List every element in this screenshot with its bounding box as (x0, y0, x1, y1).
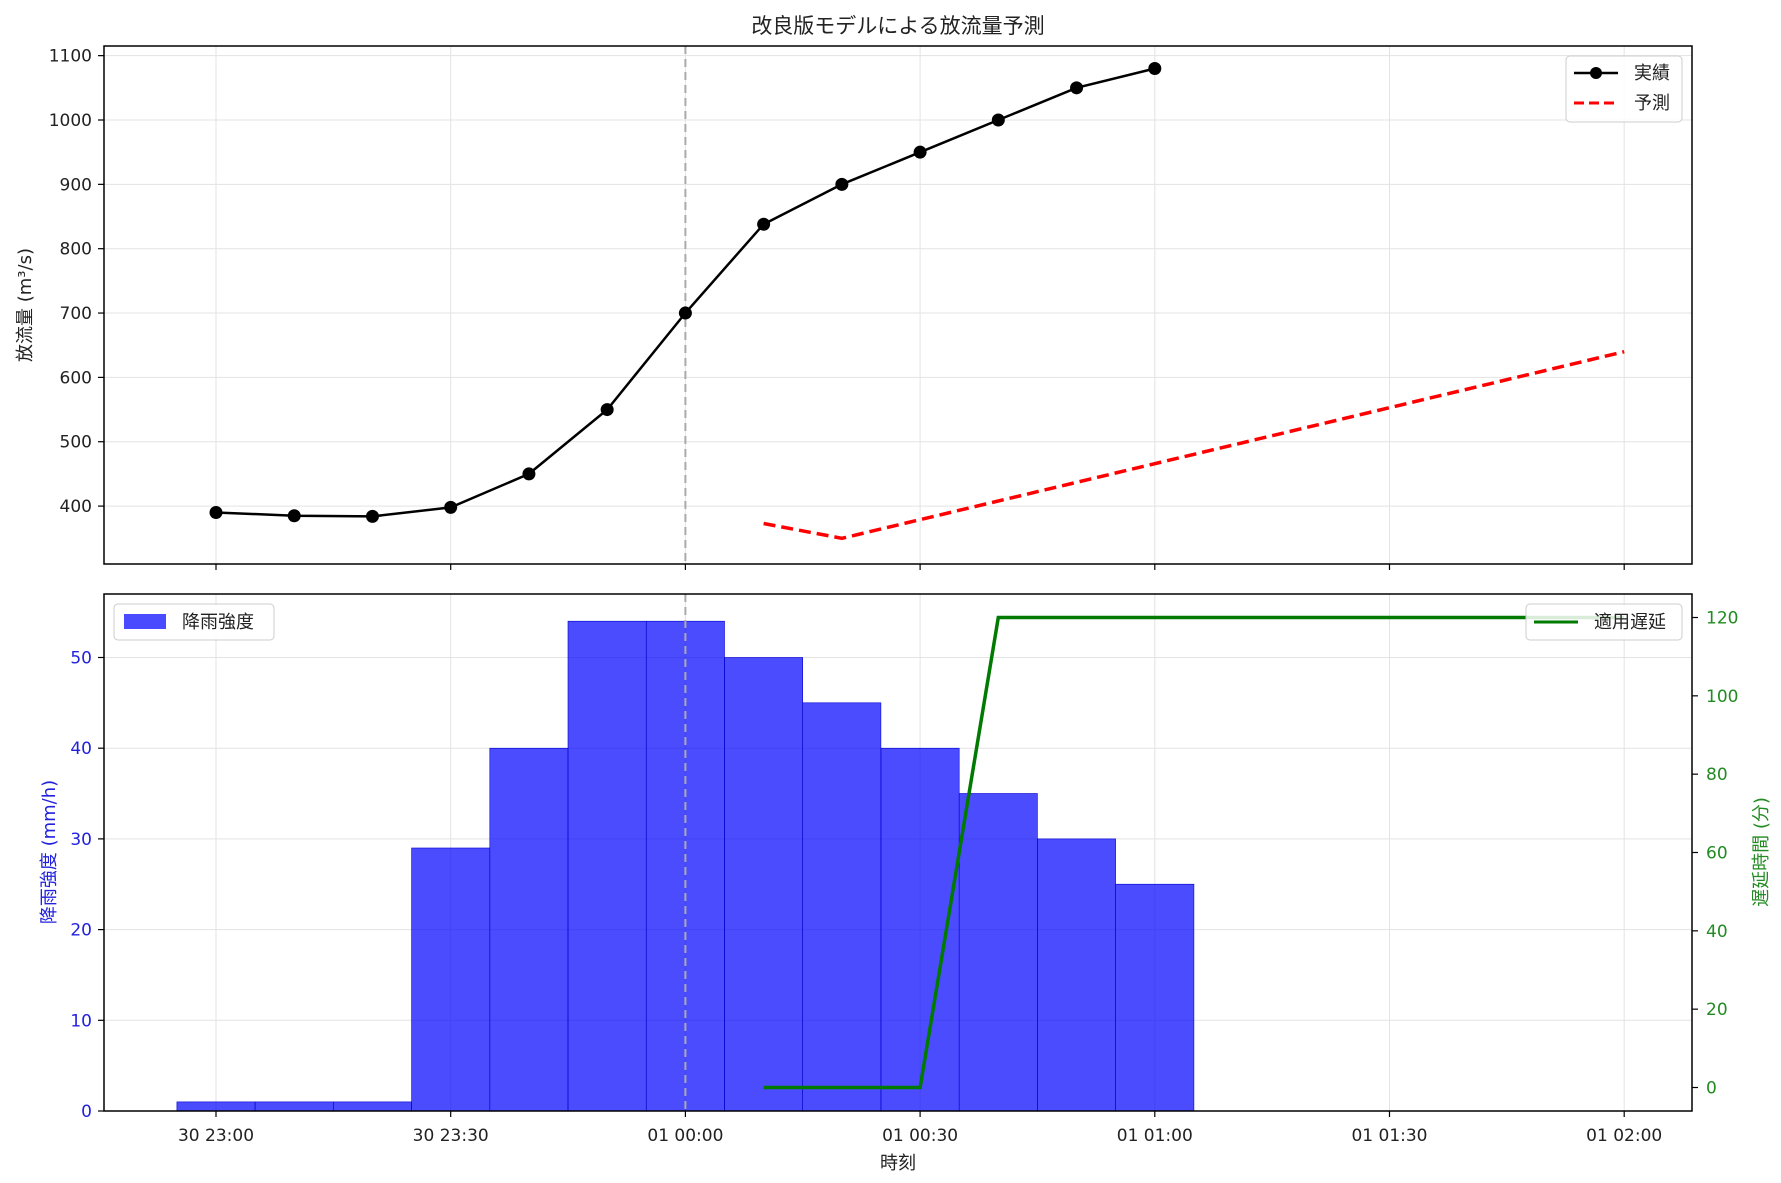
bottom-y-right-tick-label: 120 (1706, 609, 1738, 629)
bottom-y-right-tick-label: 0 (1706, 1079, 1717, 1099)
bottom-y-right-tick-label: 40 (1706, 922, 1728, 942)
top-chart: 400 500 600 700 800 900 1000 1100 改良版モデルによる放流量予… (15, 14, 1693, 570)
top-chart-title: 改良版モデルによる放流量予測 (751, 14, 1044, 38)
actual-discharge-point (365, 509, 379, 523)
legend-rain-swatch (124, 614, 166, 629)
legend-forecast-label: 予測 (1634, 93, 1670, 114)
bottom-y-right-tick-label: 20 (1706, 1000, 1728, 1020)
top-y-tick-label: 900 (60, 175, 92, 195)
bottom-x-tick-label: 30 23:30 (413, 1126, 489, 1146)
actual-discharge-point (835, 177, 849, 191)
actual-discharge-point (757, 217, 771, 231)
rainfall-bar (176, 1101, 256, 1112)
top-y-tick-label: 1000 (49, 111, 92, 131)
rainfall-bar (489, 747, 569, 1112)
rainfall-bar (567, 620, 647, 1112)
rainfall-bar (802, 702, 882, 1112)
rainfall-bar (958, 793, 1038, 1112)
top-series (209, 62, 1625, 541)
rainfall-bar (724, 657, 803, 1112)
top-y-axis-label: 放流量 (m³/s) (15, 248, 36, 362)
top-y-tick-label: 500 (60, 433, 92, 453)
actual-discharge-point (678, 306, 692, 320)
bottom-y-tick-label: 10 (70, 1011, 92, 1031)
bottom-y-right-tick-label: 80 (1706, 765, 1728, 785)
forecast-discharge-line (763, 349, 1625, 541)
actual-discharge-point (1070, 81, 1084, 95)
bottom-legend-right-box (1525, 603, 1683, 641)
bottom-y-right-tick-label: 100 (1706, 687, 1738, 707)
bottom-y-right-tick-label: 60 (1706, 844, 1728, 864)
bottom-y-tick-label: 50 (70, 648, 92, 668)
actual-discharge-point (991, 113, 1005, 127)
bottom-y-axis-label-right: 遅延時間 (分) (1751, 797, 1772, 907)
actual-discharge-point (522, 467, 536, 481)
bottom-x-tick-label: 01 01:30 (1351, 1126, 1427, 1146)
bottom-x-tick-label: 01 00:00 (647, 1126, 723, 1146)
bottom-y-tick-label: 0 (81, 1102, 92, 1122)
bottom-y-ticks-left: 0 10 20 30 40 50 (70, 648, 104, 1122)
actual-discharge-point (913, 145, 927, 159)
top-y-ticks: 400 500 600 700 800 900 1000 1100 (49, 47, 104, 517)
legend-delay-label: 適用遅延 (1594, 612, 1666, 633)
top-legend: 実績 予測 (1565, 55, 1683, 123)
bottom-x-tick-label: 01 02:00 (1586, 1126, 1662, 1146)
applied-delay-line (763, 615, 1625, 1090)
actual-discharge-point (287, 509, 301, 523)
bottom-y-tick-label: 20 (70, 921, 92, 941)
bottom-y-axis-label-left: 降雨強度 (mm/h) (39, 780, 60, 924)
top-plot-frame (103, 45, 1693, 565)
actual-discharge-point (444, 500, 458, 514)
actual-discharge-point (209, 506, 223, 520)
bottom-y-tick-label: 30 (70, 830, 92, 850)
actual-discharge-point (1148, 62, 1162, 76)
rainfall-bar (1115, 883, 1195, 1112)
delay-series (763, 615, 1625, 1090)
legend-actual-label: 実績 (1634, 63, 1670, 84)
top-y-tick-label: 800 (60, 240, 92, 260)
top-y-tick-label: 600 (60, 368, 92, 388)
legend-actual-marker (1590, 67, 1602, 79)
rainfall-bar (332, 1101, 412, 1112)
bottom-x-tick-label: 30 23:00 (178, 1126, 254, 1146)
bottom-legend-left-box (113, 603, 275, 641)
bottom-x-axis-label: 時刻 (880, 1153, 916, 1174)
bottom-x-tick-label: 01 00:30 (882, 1126, 958, 1146)
legend-rain-label: 降雨強度 (182, 612, 254, 633)
bottom-y-tick-label: 40 (70, 739, 92, 759)
rainfall-bar (254, 1101, 334, 1112)
top-y-tick-label: 700 (60, 304, 92, 324)
bottom-legend-right: 適用遅延 (1525, 603, 1683, 641)
top-x-ticks (215, 564, 1625, 570)
bottom-y-ticks-right: 0 20 40 60 80 100 120 (1692, 609, 1738, 1099)
top-y-tick-label: 1100 (49, 47, 92, 67)
bottom-x-tick-label: 01 01:00 (1117, 1126, 1193, 1146)
rainfall-bar (411, 847, 491, 1112)
top-y-tick-label: 400 (60, 497, 92, 517)
rainfall-bar (1037, 838, 1116, 1112)
bottom-x-ticks: 30 23:00 30 23:30 01 00:00 01 00:30 01 01:00… (178, 1111, 1662, 1146)
bottom-legend-left: 降雨強度 (113, 603, 275, 641)
actual-discharge-point (600, 403, 614, 417)
